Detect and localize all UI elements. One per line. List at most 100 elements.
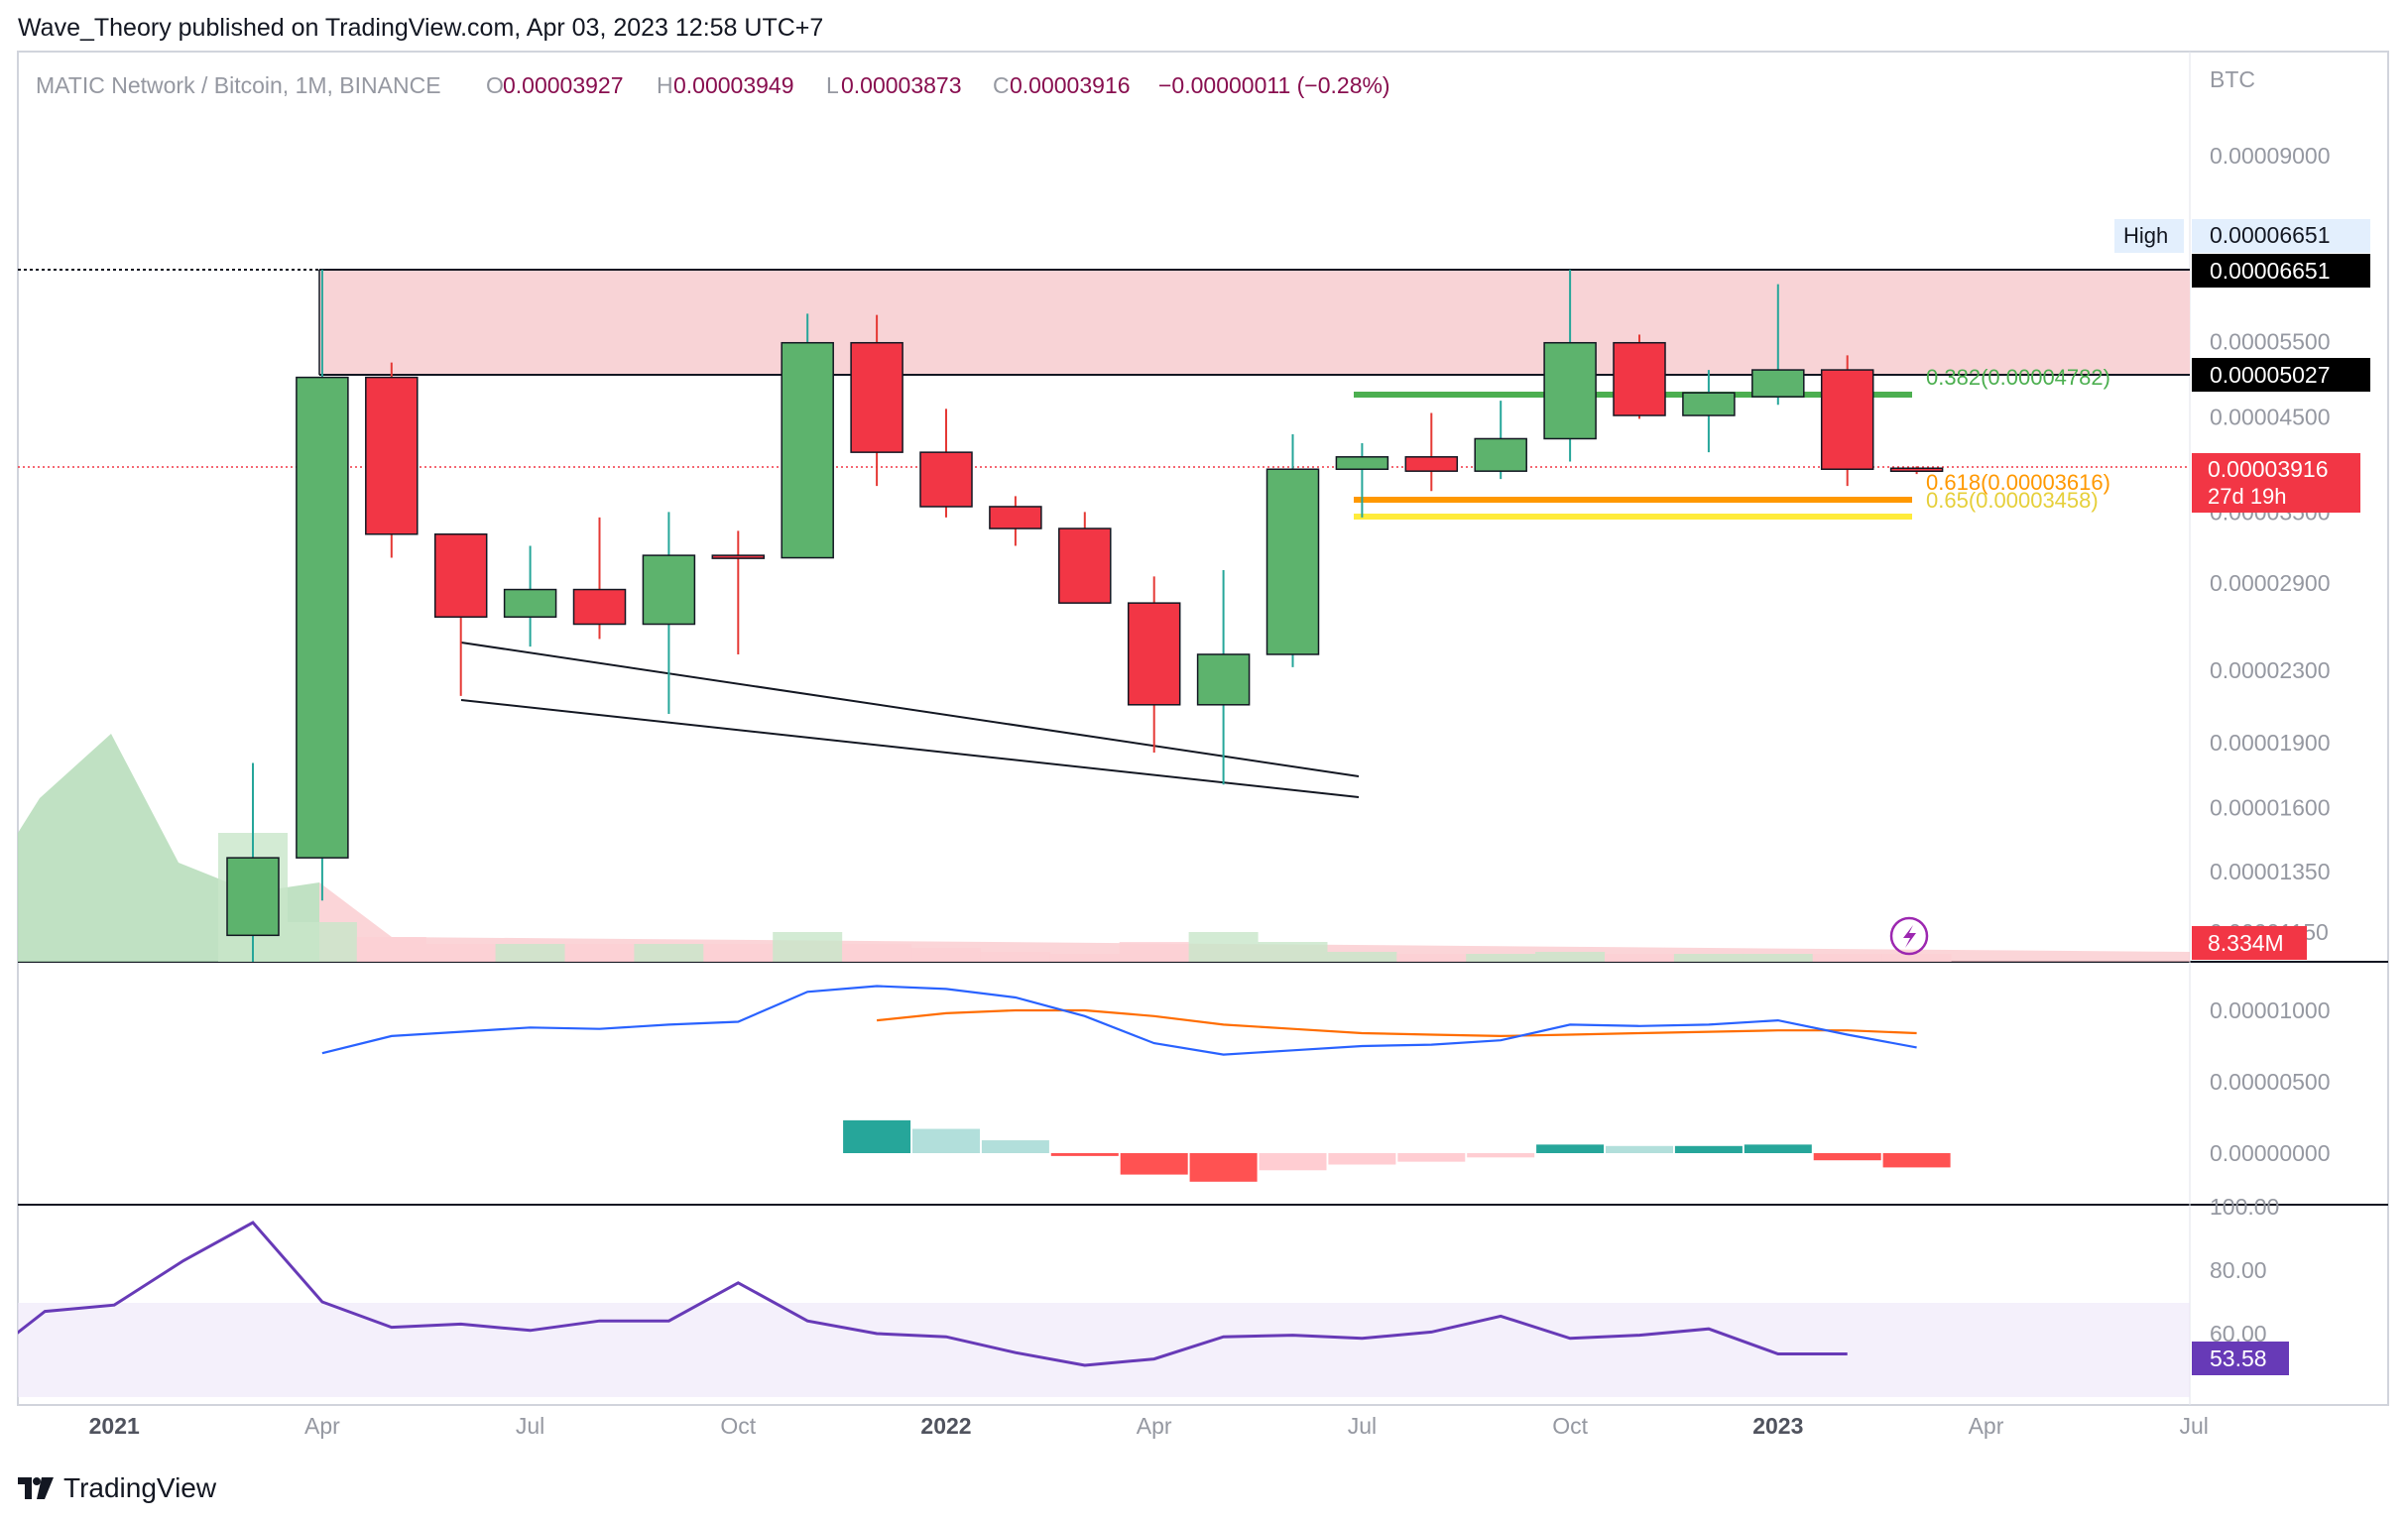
price-tick-label: 0.00001350 <box>2210 859 2331 884</box>
macd-histogram-bar <box>1606 1145 1673 1153</box>
candle-body <box>572 588 627 626</box>
macd-histogram-bar <box>1120 1153 1188 1175</box>
macd-histogram-bar <box>1674 1145 1743 1153</box>
volume-bar <box>703 944 774 962</box>
candle-body <box>1058 527 1112 604</box>
tradingview-logo[interactable]: TradingView <box>18 1472 216 1504</box>
price-tick-label: 0.00004500 <box>2210 405 2331 430</box>
trendline-lower <box>460 699 1360 798</box>
macd-histogram-bar <box>1259 1153 1327 1171</box>
volume-badge-bg <box>2192 926 2307 960</box>
time-tick-label: Apr <box>304 1413 340 1439</box>
volume-bar <box>634 944 704 962</box>
last-price-badge-bg <box>2192 453 2360 513</box>
volume-bar <box>842 944 912 962</box>
candle-body <box>365 376 419 535</box>
macd-histogram-bar <box>843 1119 911 1153</box>
candle-body <box>1127 602 1181 706</box>
macd-histogram-bar <box>1882 1153 1951 1168</box>
price-tick-label: 0.00002900 <box>2210 570 2331 596</box>
countdown-badge: 27d 19h <box>2208 484 2287 509</box>
zone-bottom-badge: 0.00005027 <box>2210 362 2331 388</box>
time-tick-label: 2021 <box>89 1413 140 1439</box>
ohlc-change: −0.00000011 (−0.28%) <box>1158 72 1390 98</box>
zone-top-badge: 0.00006651 <box>2210 258 2331 284</box>
volume-bar <box>1258 942 1328 962</box>
ohlc-h-value: 0.00003949 <box>673 72 794 98</box>
volume-bar <box>911 948 981 962</box>
candle-body <box>503 588 557 619</box>
volume-bar <box>287 922 357 962</box>
volume-bar <box>1188 932 1259 962</box>
volume-bar <box>1743 954 1813 962</box>
candle-body <box>433 533 488 619</box>
tradingview-brand: TradingView <box>63 1472 217 1503</box>
volume-badge: 8.334M <box>2208 930 2284 956</box>
volume-bar <box>1327 952 1397 962</box>
price-tick-label: 0.00005500 <box>2210 328 2331 354</box>
time-tick-label: Oct <box>720 1413 756 1439</box>
macd-histogram-bar <box>1050 1153 1119 1156</box>
time-tick-label: Jul <box>1348 1413 1377 1439</box>
currency-label: BTC <box>2210 66 2255 92</box>
candle-body <box>711 554 766 559</box>
rsi-band <box>18 1303 2190 1397</box>
volume-bar <box>1396 954 1467 962</box>
rsi-badge: 53.58 <box>2210 1346 2267 1371</box>
resistance-zone <box>319 270 2190 375</box>
macd-histogram-bar <box>1328 1153 1396 1165</box>
macd-tick-label: 0.00000500 <box>2210 1069 2331 1095</box>
candles <box>226 270 1944 962</box>
macd-line <box>321 985 1917 1056</box>
ohlc-o-label: O <box>486 72 504 98</box>
symbol-label: MATIC Network / Bitcoin, 1M, BINANCE <box>36 72 441 98</box>
candle-body <box>1474 437 1527 472</box>
volume-bar <box>1812 954 1882 962</box>
candle-body <box>1265 468 1320 655</box>
lightning-icon[interactable] <box>1889 916 1929 956</box>
time-tick-label: Jul <box>516 1413 544 1439</box>
fib-0618-label: 0.618(0.00003616) <box>1926 470 2110 495</box>
macd-histogram-bar <box>1813 1153 1881 1161</box>
macd-histogram-bar <box>1189 1153 1258 1182</box>
volume-bar <box>425 944 496 962</box>
time-tick-label: 2023 <box>1752 1413 1803 1439</box>
volume-bar <box>1881 954 1952 962</box>
volume-bar <box>1049 954 1120 962</box>
ohlc-readout: O 0.00003927 H 0.00003949 L 0.00003873 C… <box>486 72 1390 98</box>
trendline-upper <box>460 642 1360 777</box>
time-tick-label: Oct <box>1552 1413 1588 1439</box>
time-tick-label: Jul <box>2179 1413 2208 1439</box>
fib-065-label: 0.65(0.00003458) <box>1926 488 2099 513</box>
high-label-bg <box>2114 219 2184 253</box>
volume-bar <box>495 944 565 962</box>
macd-tick-label: 0.00001000 <box>2210 997 2331 1023</box>
publisher-attribution: Wave_Theory published on TradingView.com… <box>18 14 824 42</box>
volume-bar <box>1605 954 1674 962</box>
macd-panel <box>321 985 1951 1182</box>
time-tick-label: Apr <box>1969 1413 2004 1439</box>
ohlc-l-label: L <box>826 72 839 98</box>
macd-histogram-bar <box>981 1140 1049 1153</box>
candle-body <box>1613 341 1666 416</box>
zone-top-badge-bg <box>2192 254 2370 288</box>
high-value-bg <box>2192 219 2370 253</box>
volume-bar <box>980 952 1050 962</box>
ohlc-c-value: 0.00003916 <box>1010 72 1131 98</box>
candle-body <box>1751 369 1805 398</box>
time-tick-label: 2022 <box>920 1413 971 1439</box>
macd-histogram-bar <box>1536 1144 1605 1153</box>
candle-body <box>1335 456 1389 470</box>
macd-histogram-bar <box>1397 1153 1466 1162</box>
macd-histogram-bar <box>1744 1144 1812 1153</box>
candle-body <box>850 341 903 453</box>
candle-body <box>1404 456 1459 472</box>
candle-body <box>642 554 696 626</box>
candle-body <box>1889 467 1944 473</box>
candle-body <box>919 451 973 508</box>
fib-0382-label: 0.382(0.00004782) <box>1926 365 2110 390</box>
candle-body <box>296 376 349 859</box>
candle-body <box>1820 369 1874 470</box>
volume-bar <box>1673 954 1744 962</box>
